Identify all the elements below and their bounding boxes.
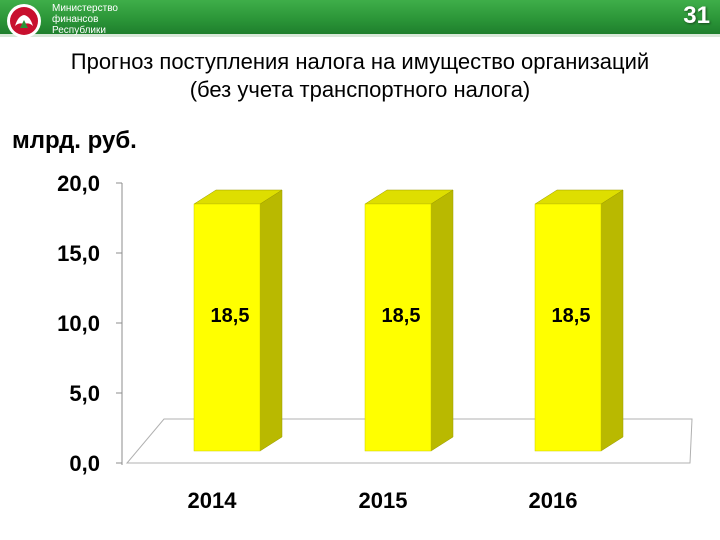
header-bar: [0, 0, 720, 34]
slide-number: 31: [683, 2, 710, 29]
y-tick-label: 15,0: [57, 241, 100, 266]
y-tick-label: 20,0: [57, 171, 100, 196]
bar-2015: [364, 203, 432, 452]
y-tick-label: 10,0: [57, 311, 100, 336]
y-tick-label: 5,0: [69, 381, 100, 406]
header-divider: [0, 34, 720, 37]
page-title: Прогноз поступления налога на имущество …: [0, 48, 720, 104]
data-label-2014: 18,5: [211, 305, 250, 327]
title-line-2: (без учета транспортного налога): [189, 77, 531, 102]
emblem-icon: [7, 4, 41, 38]
bar-side-2014: [259, 189, 283, 452]
y-axis-unit-label: млрд. руб.: [12, 127, 137, 154]
bar-2016: [534, 203, 602, 452]
ministry-line-2: финансов: [52, 14, 99, 25]
data-label-2016: 18,5: [552, 305, 591, 327]
bar-2014: [193, 203, 261, 452]
x-category-label-2015: 2015: [359, 488, 408, 513]
ministry-line-1: Министерство: [52, 3, 118, 14]
ministry-line-3: Республики: [52, 25, 106, 36]
y-tick-label: 0,0: [69, 451, 100, 476]
ministry-name: Министерство финансов Республики: [52, 3, 118, 36]
bar-side-2015: [430, 189, 454, 452]
title-line-1: Прогноз поступления налога на имущество …: [70, 49, 650, 74]
x-category-label-2016: 2016: [529, 488, 578, 513]
x-category-label-2014: 2014: [188, 488, 238, 513]
bar-side-2016: [600, 189, 624, 452]
data-label-2015: 18,5: [382, 305, 421, 327]
